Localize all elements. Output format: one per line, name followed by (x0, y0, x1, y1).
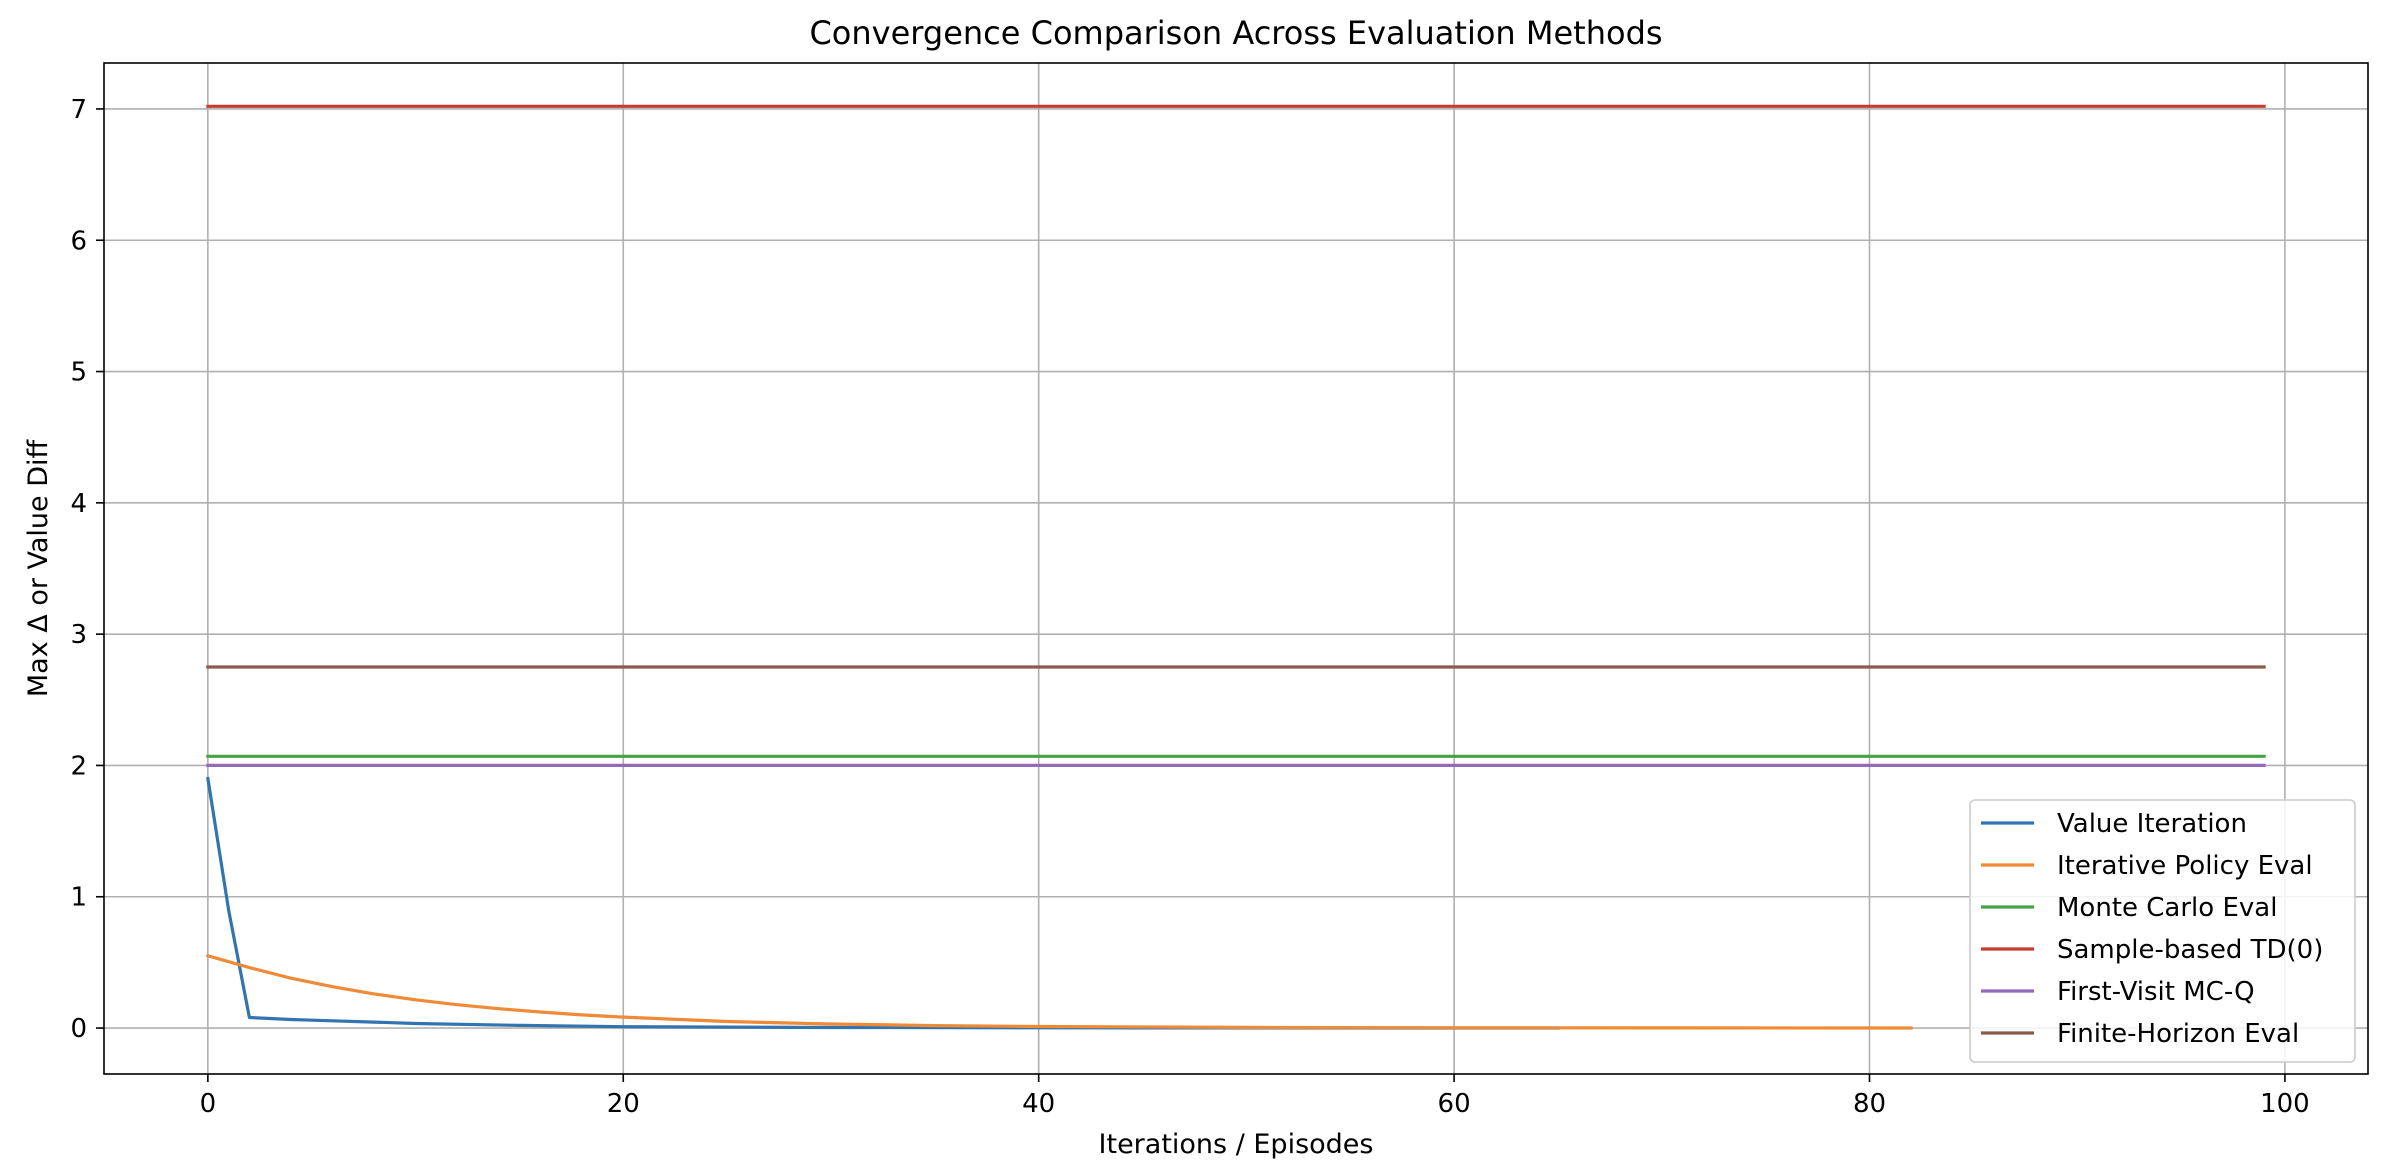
legend-label: Value Iteration (2057, 809, 2247, 839)
plot-frame (103, 62, 2369, 1075)
x-tick-label: 60 (1438, 1089, 1471, 1119)
series-line-0 (206, 776, 1560, 1030)
y-axis-label: Max Δ or Value Diff (23, 438, 54, 697)
y-tick-label: 7 (70, 95, 87, 125)
y-tick-label: 2 (70, 751, 87, 781)
legend-label: First-Visit MC-Q (2057, 977, 2255, 1007)
y-tick-label: 6 (70, 226, 87, 256)
x-tick-label: 100 (2260, 1089, 2310, 1119)
series-line-1 (205, 953, 1913, 1030)
legend-label: Finite-Horizon Eval (2057, 1019, 2299, 1049)
x-axis-label: Iterations / Episodes (1099, 1129, 1374, 1160)
series-lines (205, 104, 2266, 1030)
legend-box (1969, 799, 2356, 1063)
y-tick-label: 5 (70, 358, 87, 388)
y-tick-label: 0 (70, 1014, 87, 1044)
grid (104, 63, 2368, 1074)
axis-ticks: 0 20 40 60 80 100 0 1 2 3 4 5 6 7 (70, 95, 2309, 1119)
chart-title: Convergence Comparison Across Evaluation… (809, 14, 1662, 52)
y-tick-label: 1 (70, 883, 87, 913)
x-tick-label: 40 (1022, 1089, 1055, 1119)
x-tick-label: 80 (1853, 1089, 1886, 1119)
legend-label: Sample-based TD(0) (2057, 935, 2323, 965)
legend: Value Iteration Iterative Policy Eval Mont… (1969, 799, 2356, 1063)
y-tick-label: 4 (70, 489, 87, 519)
legend-label: Monte Carlo Eval (2057, 893, 2277, 923)
x-tick-label: 0 (200, 1089, 217, 1119)
legend-label: Iterative Policy Eval (2057, 851, 2313, 881)
y-tick-label: 3 (70, 620, 87, 650)
x-tick-label: 20 (607, 1089, 640, 1119)
